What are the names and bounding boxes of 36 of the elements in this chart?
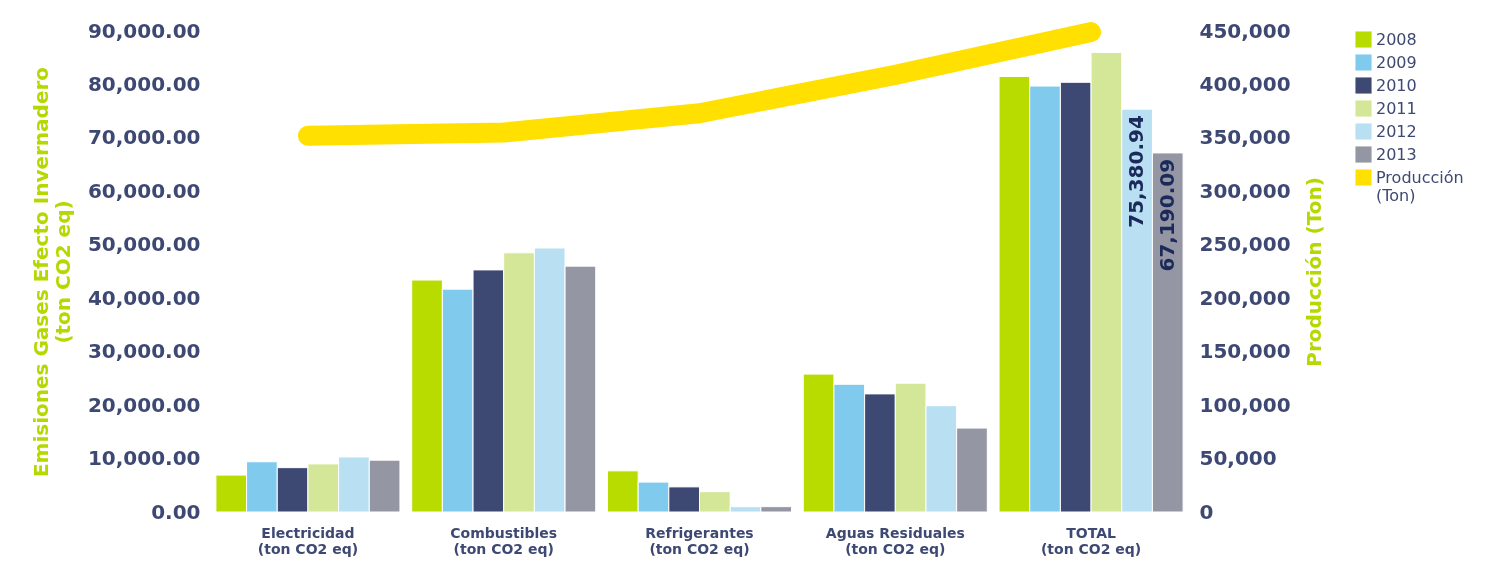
y2-axis-title: Producción (Ton) <box>1301 177 1326 367</box>
legend-label: Producción (Ton) <box>1376 167 1464 205</box>
x-tick-label: TOTAL (ton CO2 eq) <box>1040 524 1142 557</box>
x-tick-label: Refrigerantes (ton CO2 eq) <box>645 524 754 557</box>
y-tick-label: 60,000.00 <box>87 178 201 203</box>
y2-tick-label: 250,000 <box>1199 232 1291 257</box>
y-tick-label: 20,000.00 <box>87 392 201 417</box>
data-label: 75,380.94 <box>1124 115 1149 228</box>
y-axis-title: Emisiones Gases Efecto Invernadero (ton CO2 eq) <box>28 66 75 478</box>
y2-tick-label: 150,000 <box>1199 339 1291 364</box>
y-tick-label: 70,000.00 <box>87 125 201 150</box>
y2-tick-label: 0 <box>1199 499 1214 524</box>
y-tick-label: 50,000.00 <box>87 232 201 257</box>
legend-label: 2013 <box>1376 144 1417 164</box>
y-tick-label: 10,000.00 <box>87 446 201 471</box>
y2-tick-label: 400,000 <box>1199 71 1291 96</box>
y2-tick-label: 100,000 <box>1199 392 1291 417</box>
y2-tick-label: 200,000 <box>1199 285 1291 310</box>
y-tick-label: 90,000.00 <box>87 18 201 43</box>
y2-tick-label: 450,000 <box>1199 18 1291 43</box>
y-tick-label: 80,000.00 <box>87 71 201 96</box>
y2-tick-label: 50,000 <box>1199 446 1277 471</box>
legend-label: 2012 <box>1376 121 1417 141</box>
y-tick-label: 40,000.00 <box>87 285 201 310</box>
legend-label: 2010 <box>1376 75 1417 95</box>
x-tick-label: Aguas Residuales (ton CO2 eq) <box>825 524 965 557</box>
x-tick-label: Combustibles (ton CO2 eq) <box>450 524 558 557</box>
legend-label: 2008 <box>1376 29 1417 49</box>
legend-label: 2011 <box>1376 98 1417 118</box>
y-tick-label: 30,000.00 <box>87 339 201 364</box>
y-tick-label: 0.00 <box>151 499 201 524</box>
legend-label: 2009 <box>1376 52 1417 72</box>
y2-tick-label: 300,000 <box>1199 178 1291 203</box>
y2-tick-label: 350,000 <box>1199 125 1291 150</box>
data-label: 67,190.09 <box>1154 158 1179 272</box>
x-tick-label: Electricidad (ton CO2 eq) <box>257 524 359 557</box>
